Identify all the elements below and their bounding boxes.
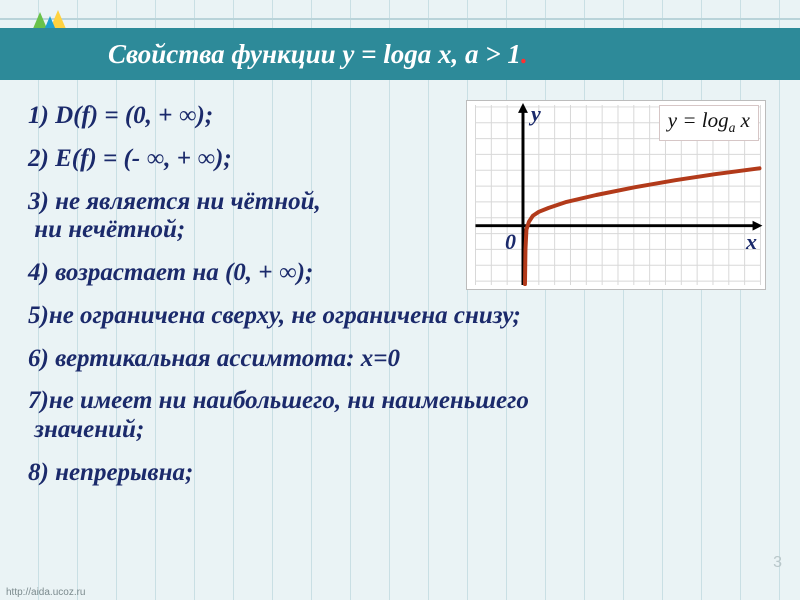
property-3: 3) не является ни чётной, ни нечётной; [28,188,448,246]
log-graph: y x 0 y = loga x [466,100,766,290]
title-accent: . [521,39,528,69]
origin-label: 0 [505,229,516,255]
property-1: 1) D(f) = (0, + ∞); [28,102,448,131]
property-5: 5)не ограничена сверху, не ограничена сн… [28,302,772,331]
property-7: 7)не имеет ни наибольшего, ни наименьшег… [28,387,772,445]
property-8: 8) непрерывна; [28,459,772,488]
property-2: 2) E(f) = (- ∞, + ∞); [28,145,448,174]
footer-url: http://aida.ucoz.ru [6,587,86,598]
property-6: 6) вертикальная ассимтота: x=0 [28,345,772,374]
y-axis-label: y [531,101,541,127]
slide-title: Свойства функции y = loga x, a > 1. [108,39,528,70]
x-axis-label: x [746,229,757,255]
graph-formula: y = loga x [659,105,759,141]
top-rule [0,18,800,20]
title-bar: Свойства функции y = loga x, a > 1. [0,28,800,80]
page-number: 3 [773,554,782,572]
title-text: Свойства функции y = loga x, a > 1 [108,39,521,69]
